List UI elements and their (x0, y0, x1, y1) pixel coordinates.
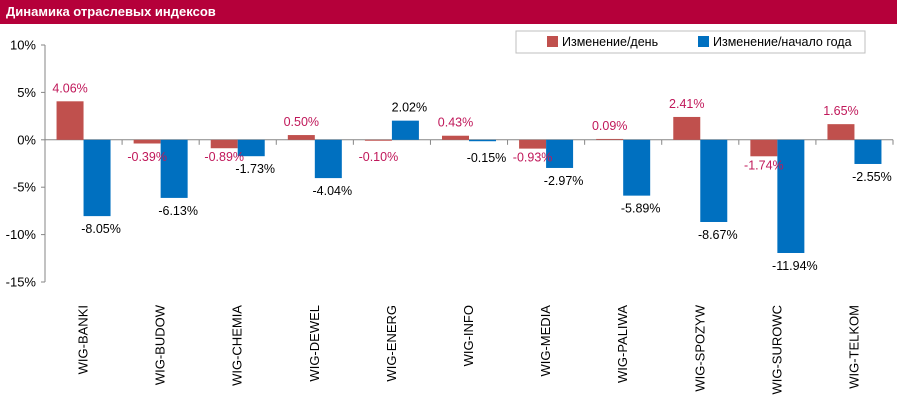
bar-ytd-change (314, 139, 342, 179)
data-label-daily: -0.10% (359, 150, 399, 164)
category-label: WIG-DEWEL (307, 305, 322, 382)
data-label-ytd: -4.04% (313, 184, 353, 198)
y-tick-label: -10% (6, 227, 37, 242)
bar-ytd-change (700, 139, 728, 222)
bar-daily-change (519, 139, 547, 149)
bar-daily-change (442, 135, 469, 140)
legend-swatch-daily (547, 36, 558, 47)
data-label-daily: -0.89% (204, 150, 244, 164)
data-label-ytd: -11.94% (772, 259, 818, 273)
category-label: WIG-BANKI (76, 305, 91, 374)
bar-ytd-change (160, 139, 188, 198)
y-tick-label: -5% (13, 180, 37, 195)
data-label-daily: 4.06% (52, 81, 87, 95)
bar-daily-change (827, 124, 855, 140)
category-label: WIG-BUDOW (153, 304, 168, 385)
legend (515, 30, 866, 54)
data-label-daily: 0.43% (438, 116, 473, 130)
data-label-daily: -0.93% (513, 151, 553, 165)
bar-ytd-change (777, 139, 805, 253)
bar-ytd-change (546, 139, 574, 168)
bar-daily-change (364, 139, 392, 141)
bar-ytd-change (83, 139, 111, 217)
bar-daily-change (673, 116, 701, 140)
bar-daily-change (750, 139, 778, 157)
data-label-ytd: -2.97% (544, 174, 584, 188)
y-tick-label: 0% (17, 132, 36, 147)
y-tick-label: -15% (6, 275, 37, 290)
bar-daily-change (56, 101, 84, 140)
bar-daily-change (596, 138, 624, 140)
data-label-ytd: -8.05% (81, 222, 121, 236)
y-tick-label: 5% (17, 85, 36, 100)
data-label-ytd: 2.02% (392, 101, 427, 115)
category-label: WIG-INFO (461, 305, 476, 366)
data-label-daily: 2.41% (669, 97, 704, 111)
chart-title-bar: Динамика отраслевых индексов (0, 0, 897, 24)
data-label-ytd: -0.15% (467, 151, 507, 165)
category-label: WIG-TELKOM (846, 305, 861, 389)
data-label-daily: 0.09% (592, 119, 627, 133)
bar-ytd-change (854, 139, 882, 164)
bar-daily-change (210, 139, 238, 149)
bar-ytd-change (469, 139, 496, 142)
data-label-ytd: -8.67% (698, 228, 738, 242)
data-label-daily: 1.65% (823, 104, 858, 118)
category-label: WIG-SPOZYW (692, 304, 707, 391)
y-tick-label: 10% (10, 38, 36, 53)
category-label: WIG-PALIWA (615, 305, 630, 383)
category-label: WIG-MEDIA (538, 305, 553, 377)
bar-daily-change (287, 135, 315, 140)
data-label-ytd: -2.55% (852, 170, 892, 184)
category-label: WIG-ENERG (384, 305, 399, 382)
category-label: WIG-CHEMIA (230, 305, 245, 386)
data-label-daily: 0.50% (284, 115, 319, 129)
chart-title: Динамика отраслевых индексов (6, 4, 216, 19)
bar-ytd-change (391, 120, 419, 140)
bar-ytd-change (237, 139, 265, 157)
data-label-ytd: -6.13% (158, 204, 198, 218)
data-label-ytd: -1.73% (235, 162, 275, 176)
data-label-daily: -0.39% (127, 150, 167, 164)
legend-swatch-ytd (698, 36, 709, 47)
legend-label-ytd: Изменение/начало года (713, 35, 852, 49)
bar-daily-change (133, 139, 161, 144)
data-label-ytd: -5.89% (621, 202, 661, 216)
legend-label-daily: Изменение/день (562, 35, 658, 49)
data-label-daily: -1.74% (744, 158, 784, 172)
bar-ytd-change (623, 139, 651, 196)
category-label: WIG-SUROWC (769, 305, 784, 395)
